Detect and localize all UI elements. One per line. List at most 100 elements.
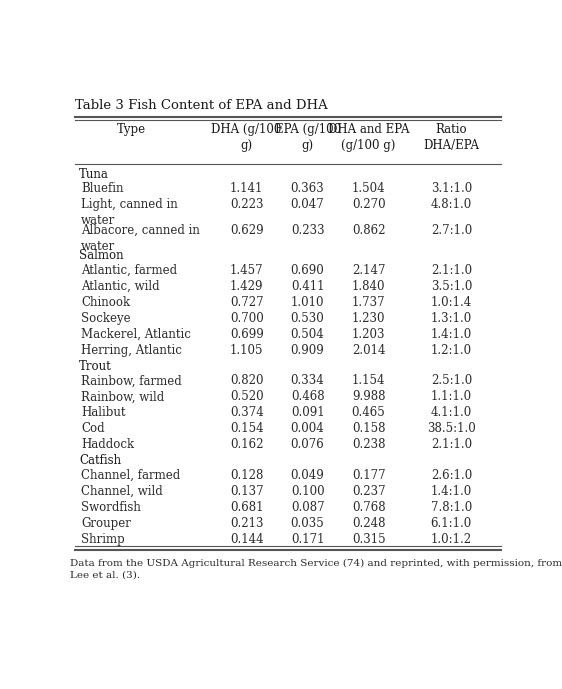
Text: 0.820: 0.820 [230, 375, 264, 387]
Text: Rainbow, wild: Rainbow, wild [81, 391, 165, 403]
Text: 0.144: 0.144 [230, 533, 264, 546]
Text: 0.004: 0.004 [291, 422, 324, 435]
Text: 0.238: 0.238 [352, 438, 386, 451]
Text: Albacore, canned in
water: Albacore, canned in water [81, 224, 200, 253]
Text: 1.737: 1.737 [352, 296, 386, 309]
Text: Trout: Trout [79, 360, 112, 373]
Text: 0.768: 0.768 [352, 501, 386, 514]
Text: 1.230: 1.230 [352, 312, 386, 325]
Text: Cod: Cod [81, 422, 105, 435]
Text: 0.520: 0.520 [230, 391, 264, 403]
Text: 0.162: 0.162 [230, 438, 264, 451]
Text: 1.141: 1.141 [230, 183, 264, 196]
Text: 0.158: 0.158 [352, 422, 386, 435]
Text: 0.035: 0.035 [291, 517, 324, 530]
Text: 0.700: 0.700 [230, 312, 264, 325]
Text: Tuna: Tuna [79, 167, 109, 181]
Text: Light, canned in
water: Light, canned in water [81, 198, 178, 227]
Text: 38.5:1.0: 38.5:1.0 [427, 422, 475, 435]
Text: 7.8:1.0: 7.8:1.0 [430, 501, 472, 514]
Text: 0.530: 0.530 [291, 312, 324, 325]
Text: DHA and EPA
(g/100 g): DHA and EPA (g/100 g) [328, 123, 409, 152]
Text: 1.1:1.0: 1.1:1.0 [431, 391, 472, 403]
Text: Data from the USDA Agricultural Research Service (74) and reprinted, with permis: Data from the USDA Agricultural Research… [70, 559, 562, 580]
Text: 0.411: 0.411 [291, 280, 324, 293]
Text: Halibut: Halibut [81, 407, 126, 420]
Text: 0.862: 0.862 [352, 224, 386, 237]
Text: 2.5:1.0: 2.5:1.0 [430, 375, 472, 387]
Text: 2.7:1.0: 2.7:1.0 [430, 224, 472, 237]
Text: 1.429: 1.429 [230, 280, 264, 293]
Text: 1.0:1.2: 1.0:1.2 [431, 533, 472, 546]
Text: 1.2:1.0: 1.2:1.0 [431, 344, 472, 357]
Text: 2.014: 2.014 [352, 344, 386, 357]
Text: 3.1:1.0: 3.1:1.0 [430, 183, 472, 196]
Text: 1.457: 1.457 [230, 264, 264, 277]
Text: 1.105: 1.105 [230, 344, 264, 357]
Text: 9.988: 9.988 [352, 391, 386, 403]
Text: 1.4:1.0: 1.4:1.0 [430, 485, 472, 498]
Text: 0.248: 0.248 [352, 517, 386, 530]
Text: 0.223: 0.223 [230, 198, 264, 212]
Text: Haddock: Haddock [81, 438, 134, 451]
Text: 0.049: 0.049 [291, 469, 324, 482]
Text: 0.909: 0.909 [291, 344, 324, 357]
Text: 0.504: 0.504 [291, 328, 324, 341]
Text: Grouper: Grouper [81, 517, 131, 530]
Text: 0.699: 0.699 [230, 328, 264, 341]
Text: 0.076: 0.076 [291, 438, 324, 451]
Text: Channel, farmed: Channel, farmed [81, 469, 180, 482]
Text: 2.1:1.0: 2.1:1.0 [431, 264, 472, 277]
Text: 0.374: 0.374 [230, 407, 264, 420]
Text: 0.270: 0.270 [352, 198, 386, 212]
Text: Atlantic, farmed: Atlantic, farmed [81, 264, 177, 277]
Text: 1.4:1.0: 1.4:1.0 [430, 328, 472, 341]
Text: 0.213: 0.213 [230, 517, 264, 530]
Text: 0.629: 0.629 [230, 224, 264, 237]
Text: 0.363: 0.363 [291, 183, 324, 196]
Text: 0.681: 0.681 [230, 501, 264, 514]
Text: 0.087: 0.087 [291, 501, 324, 514]
Text: 0.128: 0.128 [230, 469, 264, 482]
Text: 2.1:1.0: 2.1:1.0 [431, 438, 472, 451]
Text: Bluefin: Bluefin [81, 183, 124, 196]
Text: 2.6:1.0: 2.6:1.0 [430, 469, 472, 482]
Text: 4.1:1.0: 4.1:1.0 [430, 407, 472, 420]
Text: 1.840: 1.840 [352, 280, 386, 293]
Text: 0.100: 0.100 [291, 485, 324, 498]
Text: Ratio
DHA/EPA: Ratio DHA/EPA [423, 123, 479, 152]
Text: 0.315: 0.315 [352, 533, 386, 546]
Text: Catfish: Catfish [79, 454, 121, 467]
Text: Channel, wild: Channel, wild [81, 485, 163, 498]
Text: DHA (g/100
g): DHA (g/100 g) [211, 123, 282, 152]
Text: Chinook: Chinook [81, 296, 130, 309]
Text: 0.171: 0.171 [291, 533, 324, 546]
Text: Swordfish: Swordfish [81, 501, 141, 514]
Text: Table 3 Fish Content of EPA and DHA: Table 3 Fish Content of EPA and DHA [75, 99, 327, 112]
Text: 1.3:1.0: 1.3:1.0 [430, 312, 472, 325]
Text: 0.468: 0.468 [291, 391, 324, 403]
Text: 3.5:1.0: 3.5:1.0 [430, 280, 472, 293]
Text: Salmon: Salmon [79, 249, 124, 263]
Text: 0.154: 0.154 [230, 422, 264, 435]
Text: 0.233: 0.233 [291, 224, 324, 237]
Text: 0.465: 0.465 [352, 407, 386, 420]
Text: 1.203: 1.203 [352, 328, 386, 341]
Text: 0.334: 0.334 [291, 375, 324, 387]
Text: Atlantic, wild: Atlantic, wild [81, 280, 160, 293]
Text: 0.177: 0.177 [352, 469, 386, 482]
Text: Rainbow, farmed: Rainbow, farmed [81, 375, 182, 387]
Text: 2.147: 2.147 [352, 264, 386, 277]
Text: Sockeye: Sockeye [81, 312, 131, 325]
Text: Type: Type [117, 123, 146, 136]
Text: 6.1:1.0: 6.1:1.0 [430, 517, 472, 530]
Text: 1.010: 1.010 [291, 296, 324, 309]
Text: 0.047: 0.047 [291, 198, 324, 212]
Text: 1.154: 1.154 [352, 375, 386, 387]
Text: 0.137: 0.137 [230, 485, 264, 498]
Text: 1.504: 1.504 [352, 183, 386, 196]
Text: Mackerel, Atlantic: Mackerel, Atlantic [81, 328, 191, 341]
Text: 1.0:1.4: 1.0:1.4 [430, 296, 472, 309]
Text: 0.091: 0.091 [291, 407, 324, 420]
Text: 0.237: 0.237 [352, 485, 386, 498]
